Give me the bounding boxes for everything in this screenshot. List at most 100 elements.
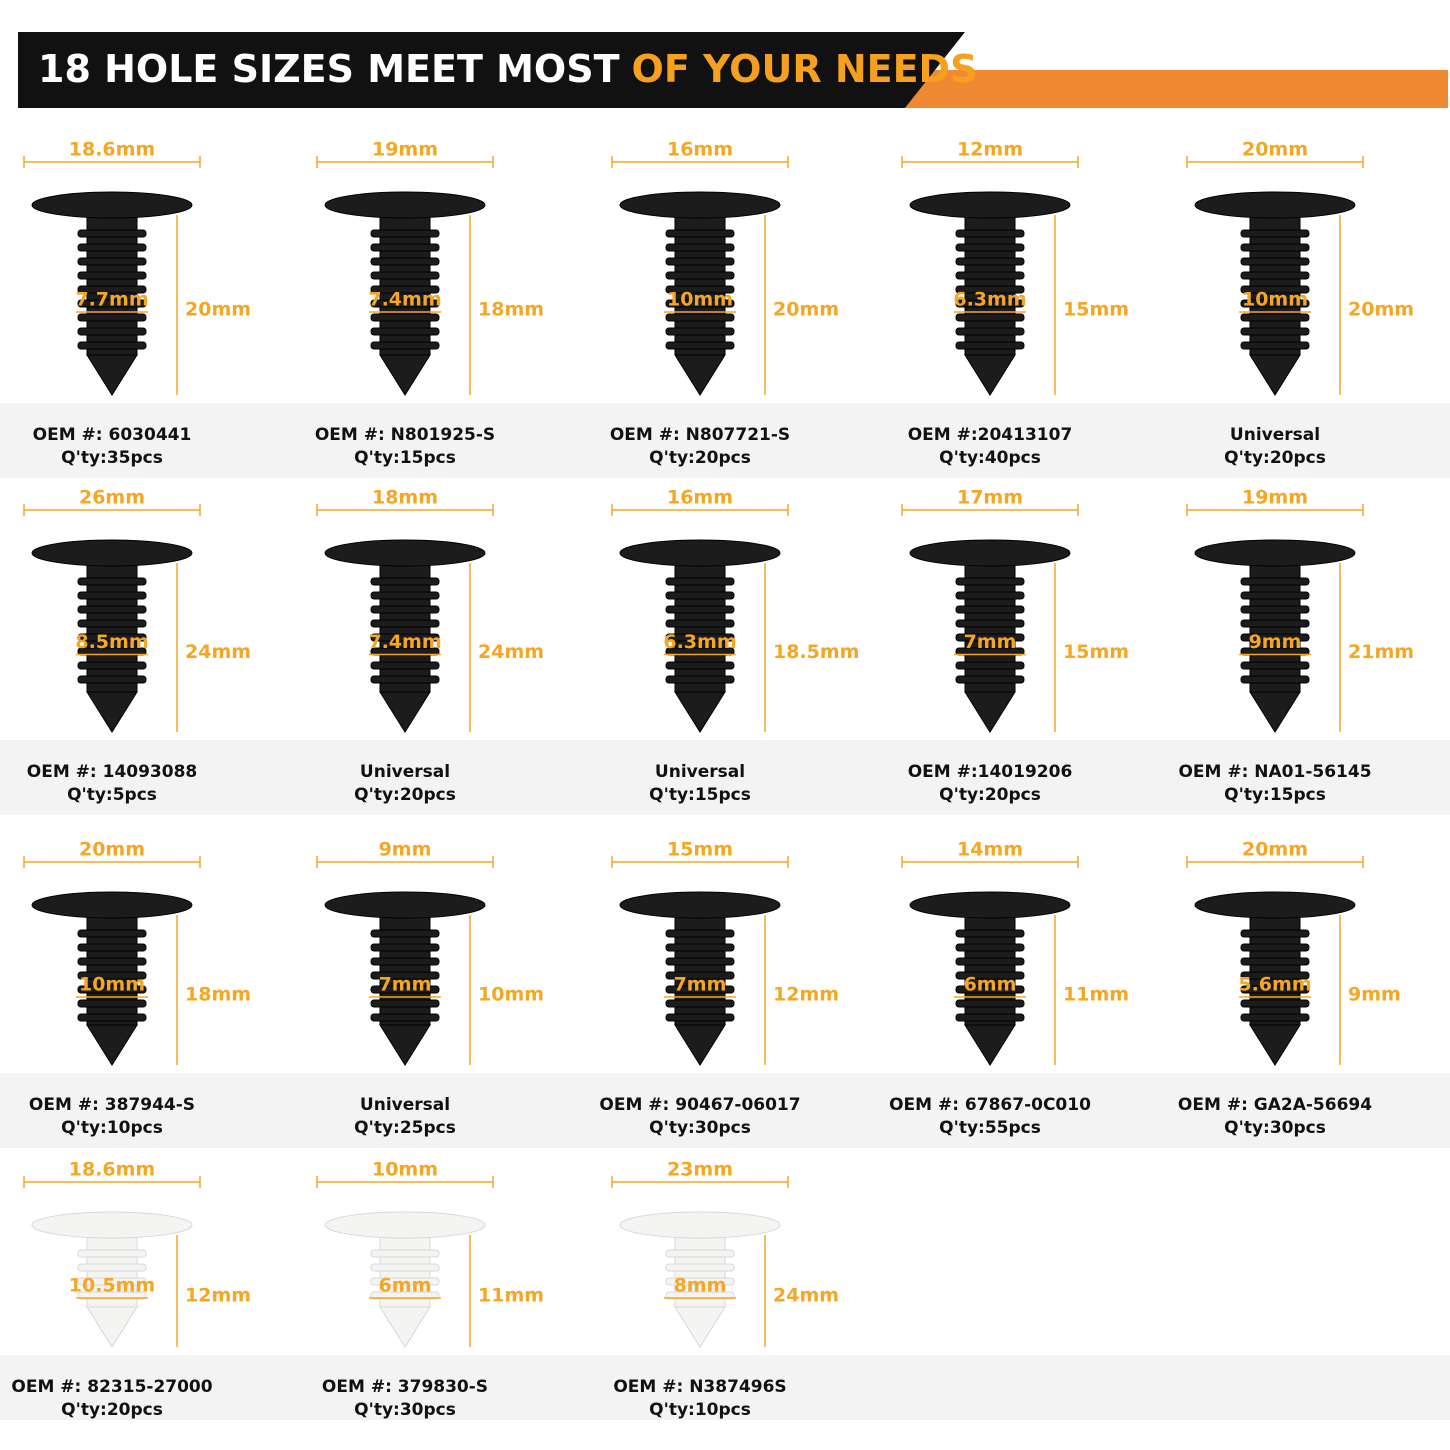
clip-ridge	[77, 299, 147, 308]
label-band	[0, 740, 1450, 815]
clip-tip	[86, 354, 138, 396]
clip-ridge	[370, 675, 440, 684]
clip-item: 14mm 6mm 11mm OEM #: 67867-0C010 Q'ty:55pcs	[889, 839, 1129, 1139]
clip-ridge	[370, 257, 440, 266]
clip-head	[31, 539, 193, 567]
clip-ridge	[955, 943, 1025, 952]
clip-ridge	[77, 999, 147, 1008]
clip-tip	[1249, 1024, 1301, 1066]
clip-item: 12mm 6.3mm 15mm OEM #:20413107 Q'ty:40pcs	[901, 139, 1129, 468]
clip-ridge	[955, 299, 1025, 308]
header-accent	[905, 70, 1448, 108]
clip-item: 20mm 5.6mm 9mm OEM #: GA2A-56694 Q'ty:30pcs	[1178, 839, 1401, 1139]
clip-item: 17mm 7mm 15mm OEM #:14019206 Q'ty:20pcs	[901, 487, 1129, 805]
clip-ridge	[1240, 577, 1310, 586]
clip-ridge	[370, 999, 440, 1008]
clip-ridge	[77, 1013, 147, 1022]
clip-ridge	[1240, 661, 1310, 670]
clip-ridge	[77, 313, 147, 322]
height-size: 24mm	[478, 641, 544, 663]
clip-head	[31, 1211, 193, 1239]
clip-ridge	[370, 661, 440, 670]
clip-ridge	[665, 299, 735, 308]
oem-label: OEM #: 82315-27000	[11, 1377, 212, 1397]
header-title: 18 HOLE SIZES MEET MOST OF YOUR NEEDS	[38, 47, 977, 91]
clip-ridge	[370, 1263, 440, 1272]
clip-head	[909, 891, 1071, 919]
clip-ridge	[77, 633, 147, 642]
clip-head	[909, 191, 1071, 219]
clip-ridge	[77, 285, 147, 294]
clip-ridge	[1240, 605, 1310, 614]
clip-ridge	[370, 1249, 440, 1258]
title-white: 18 HOLE SIZES MEET MOST	[38, 47, 620, 91]
clip-ridge	[955, 257, 1025, 266]
hole-size: 8.5mm	[75, 631, 148, 653]
qty-label: Q'ty:20pcs	[1224, 448, 1326, 468]
clip-ridge	[955, 957, 1025, 966]
clip-ridge	[77, 243, 147, 252]
clip-ridge	[77, 661, 147, 670]
hole-size: 10mm	[79, 974, 145, 996]
qty-label: Q'ty:20pcs	[939, 785, 1041, 805]
oem-label: OEM #: 90467-06017	[599, 1095, 800, 1115]
clip-head	[1194, 191, 1356, 219]
qty-label: Q'ty:15pcs	[354, 448, 456, 468]
clip-head	[324, 191, 486, 219]
clip-ridge	[370, 313, 440, 322]
height-size: 15mm	[1063, 299, 1129, 321]
clip-ridge	[77, 1277, 147, 1286]
clip-ridge	[77, 985, 147, 994]
clip-ridge	[77, 929, 147, 938]
clip-ridge	[955, 675, 1025, 684]
oem-label: OEM #: N387496S	[613, 1377, 786, 1397]
clip-tip	[674, 354, 726, 396]
clip-ridge	[665, 929, 735, 938]
clip-ridge	[665, 271, 735, 280]
top-size: 15mm	[667, 839, 733, 861]
clip-ridge	[955, 619, 1025, 628]
hole-size: 7mm	[964, 631, 1017, 653]
clip-tip	[964, 691, 1016, 733]
clip-item: 9mm 7mm 10mm Universal Q'ty:25pcs	[316, 839, 544, 1138]
clip-tip	[674, 1024, 726, 1066]
clip-head	[619, 891, 781, 919]
clip-ridge	[955, 661, 1025, 670]
clip-ridge	[77, 257, 147, 266]
clip-ridge	[665, 605, 735, 614]
clip-ridge	[77, 957, 147, 966]
clip-tip	[674, 1306, 726, 1348]
oem-label: OEM #: GA2A-56694	[1178, 1095, 1372, 1115]
qty-label: Q'ty:10pcs	[649, 1400, 751, 1420]
hole-size: 5.6mm	[1238, 974, 1311, 996]
hole-size: 7.4mm	[368, 289, 441, 311]
oem-label: Universal	[655, 762, 745, 782]
clip-ridge	[77, 619, 147, 628]
clip-ridge	[77, 971, 147, 980]
clip-ridge	[955, 271, 1025, 280]
clip-ridge	[665, 1277, 735, 1286]
clip-ridge	[77, 271, 147, 280]
top-size: 18.6mm	[69, 1159, 155, 1181]
clip-ridge	[955, 313, 1025, 322]
oem-label: OEM #: 14093088	[27, 762, 198, 782]
top-size: 19mm	[1242, 487, 1308, 509]
clip-item: 16mm 10mm 20mm OEM #: N807721-S Q'ty:20pcs	[610, 139, 839, 469]
clip-head	[324, 539, 486, 567]
hole-size: 10mm	[1242, 289, 1308, 311]
clip-ridge	[370, 285, 440, 294]
clip-ridge	[1240, 957, 1310, 966]
height-size: 24mm	[773, 1285, 839, 1307]
clip-item: 20mm 10mm 20mm Universal Q'ty:20pcs	[1186, 139, 1414, 468]
label-band	[0, 403, 1450, 478]
clip-ridge	[665, 619, 735, 628]
clip-ridge	[1240, 633, 1310, 642]
clip-ridge	[1240, 675, 1310, 684]
height-size: 18mm	[478, 299, 544, 321]
hole-size: 10.5mm	[69, 1275, 155, 1297]
clip-tip	[86, 1024, 138, 1066]
top-size: 19mm	[372, 139, 438, 161]
clip-ridge	[370, 985, 440, 994]
top-size: 20mm	[79, 839, 145, 861]
clip-ridge	[955, 605, 1025, 614]
